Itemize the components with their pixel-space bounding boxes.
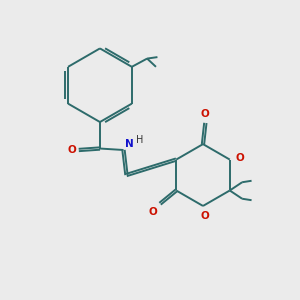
Text: H: H: [136, 135, 143, 145]
Text: O: O: [68, 145, 76, 155]
Text: O: O: [148, 207, 157, 217]
Text: O: O: [200, 211, 209, 221]
Text: N: N: [125, 139, 134, 148]
Text: O: O: [201, 110, 210, 119]
Text: O: O: [235, 153, 244, 163]
